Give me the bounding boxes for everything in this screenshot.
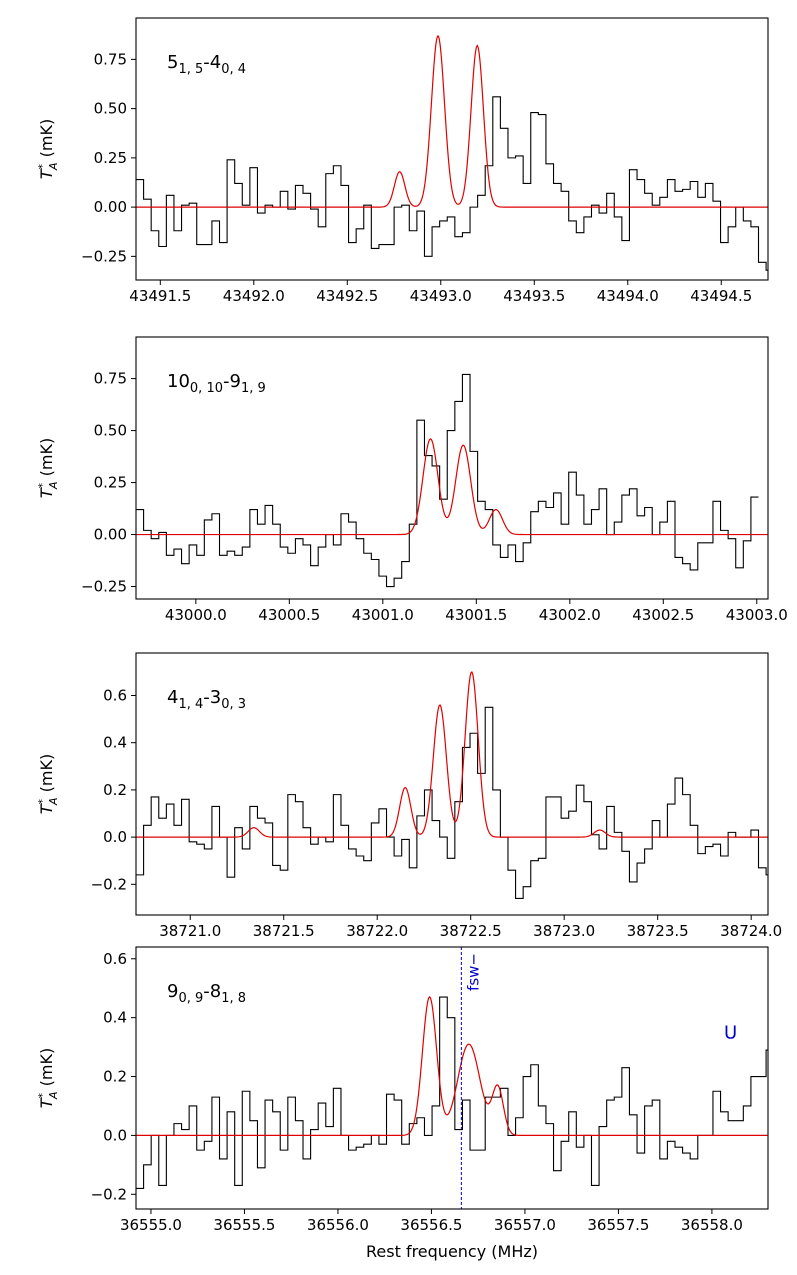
observed-spectrum	[136, 706, 768, 900]
y-tick-label: 0.4	[103, 1009, 127, 1027]
y-tick-label: 0.25	[94, 474, 127, 492]
y-tick-label: 0.2	[103, 781, 127, 799]
plot-area	[136, 670, 768, 900]
x-tick-label: 43493.5	[503, 287, 565, 305]
x-tick-label: 43002.0	[539, 606, 601, 624]
x-tick-label: 36556.0	[307, 1216, 369, 1234]
x-tick-label: 36557.0	[494, 1216, 556, 1234]
y-axis-label: T*A (mK)	[36, 754, 60, 814]
model-spectrum	[136, 438, 768, 536]
observed-spectrum	[136, 996, 768, 1189]
x-tick-label: 43000.0	[165, 606, 227, 624]
x-axis-label: Rest frequency (MHz)	[366, 1242, 538, 1261]
y-axis-label: T*A (mK)	[36, 119, 60, 179]
x-tick-label: 43494.0	[597, 287, 659, 305]
y-tick-label: 0.25	[94, 149, 127, 167]
y-tick-label: 0.6	[103, 686, 127, 704]
observed-spectrum	[136, 96, 768, 271]
transition-label: 41, 4-30, 3	[167, 687, 246, 712]
panel-1: 43491.5 43492.0 43492.5 43493.0 43493.5 43494…	[36, 17, 769, 305]
transition-label: 100, 10-91, 9	[167, 371, 266, 396]
x-tick-label: 43492.5	[316, 287, 378, 305]
x-tick-label: 43002.5	[632, 606, 694, 624]
x-tick-label: 43494.5	[690, 287, 752, 305]
x-tick-label: 43001.0	[352, 606, 414, 624]
axes-frame	[135, 946, 769, 1210]
plot-area	[136, 35, 768, 271]
y-tick-label: −0.2	[91, 1185, 127, 1203]
y-tick-label: −0.25	[81, 578, 127, 596]
fsw-marker-label: fsw−	[464, 953, 482, 991]
y-tick-label: 0.50	[94, 422, 127, 440]
y-tick-label: 0.00	[94, 198, 127, 216]
axes-frame	[135, 17, 769, 281]
x-tick-label: 36558.0	[681, 1216, 743, 1234]
y-tick-label: 0.2	[103, 1068, 127, 1086]
x-tick-label: 38721.0	[159, 922, 221, 940]
x-tick-label: 43491.5	[129, 287, 191, 305]
x-tick-label: 38723.5	[627, 922, 689, 940]
x-tick-label: 36557.5	[587, 1216, 649, 1234]
y-tick-label: 0.75	[94, 370, 127, 388]
y-axis-label: T*A (mK)	[36, 438, 60, 498]
axes-frame	[135, 336, 769, 600]
y-tick-label: −0.25	[81, 247, 127, 265]
x-tick-label: 38721.5	[253, 922, 315, 940]
x-tick-label: 36556.5	[400, 1216, 462, 1234]
axes-frame	[135, 652, 769, 916]
x-tick-label: 43001.5	[445, 606, 507, 624]
x-tick-label: 38724.0	[720, 922, 782, 940]
panels: 43491.5 43492.0 43492.5 43493.0 43493.5 43494…	[36, 17, 788, 1234]
y-tick-label: 0.50	[94, 100, 127, 118]
model-spectrum	[136, 35, 768, 208]
y-tick-label: 0.0	[103, 1126, 127, 1144]
model-spectrum	[136, 670, 768, 838]
x-tick-label: 43492.0	[223, 287, 285, 305]
panel-3: 38721.0 38721.5 38722.0 38722.5 38723.0 38723…	[36, 652, 782, 940]
x-tick-label: 38723.0	[533, 922, 595, 940]
transition-label: 51, 5-40, 4	[167, 52, 246, 77]
y-tick-label: −0.2	[91, 875, 127, 893]
y-tick-label: 0.6	[103, 950, 127, 968]
x-tick-label: 38722.5	[440, 922, 502, 940]
x-tick-label: 43003.0	[726, 606, 788, 624]
x-tick-label: 36555.5	[213, 1216, 275, 1234]
transition-label: 90, 9-81, 8	[167, 981, 246, 1006]
observed-spectrum	[136, 373, 759, 588]
plot-area	[136, 373, 768, 588]
y-tick-label: 0.0	[103, 828, 127, 846]
y-tick-label: 0.75	[94, 50, 127, 68]
y-axis-label: T*A (mK)	[36, 1048, 60, 1108]
x-tick-label: 43000.5	[258, 606, 320, 624]
panel-4: 36555.0 36555.5 36556.0 36556.5 36557.0 36557…	[36, 946, 769, 1234]
x-tick-label: 43493.0	[410, 287, 472, 305]
x-tick-label: 38722.0	[346, 922, 408, 940]
y-tick-label: 0.00	[94, 526, 127, 544]
y-tick-label: 0.4	[103, 734, 127, 752]
x-tick-label: 36555.0	[120, 1216, 182, 1234]
panel-2: 43000.0 43000.5 43001.0 43001.5 43002.0 43002…	[36, 336, 788, 624]
model-spectrum	[136, 995, 768, 1136]
plot-area	[136, 995, 768, 1189]
unidentified-annotation: U	[724, 1022, 737, 1043]
